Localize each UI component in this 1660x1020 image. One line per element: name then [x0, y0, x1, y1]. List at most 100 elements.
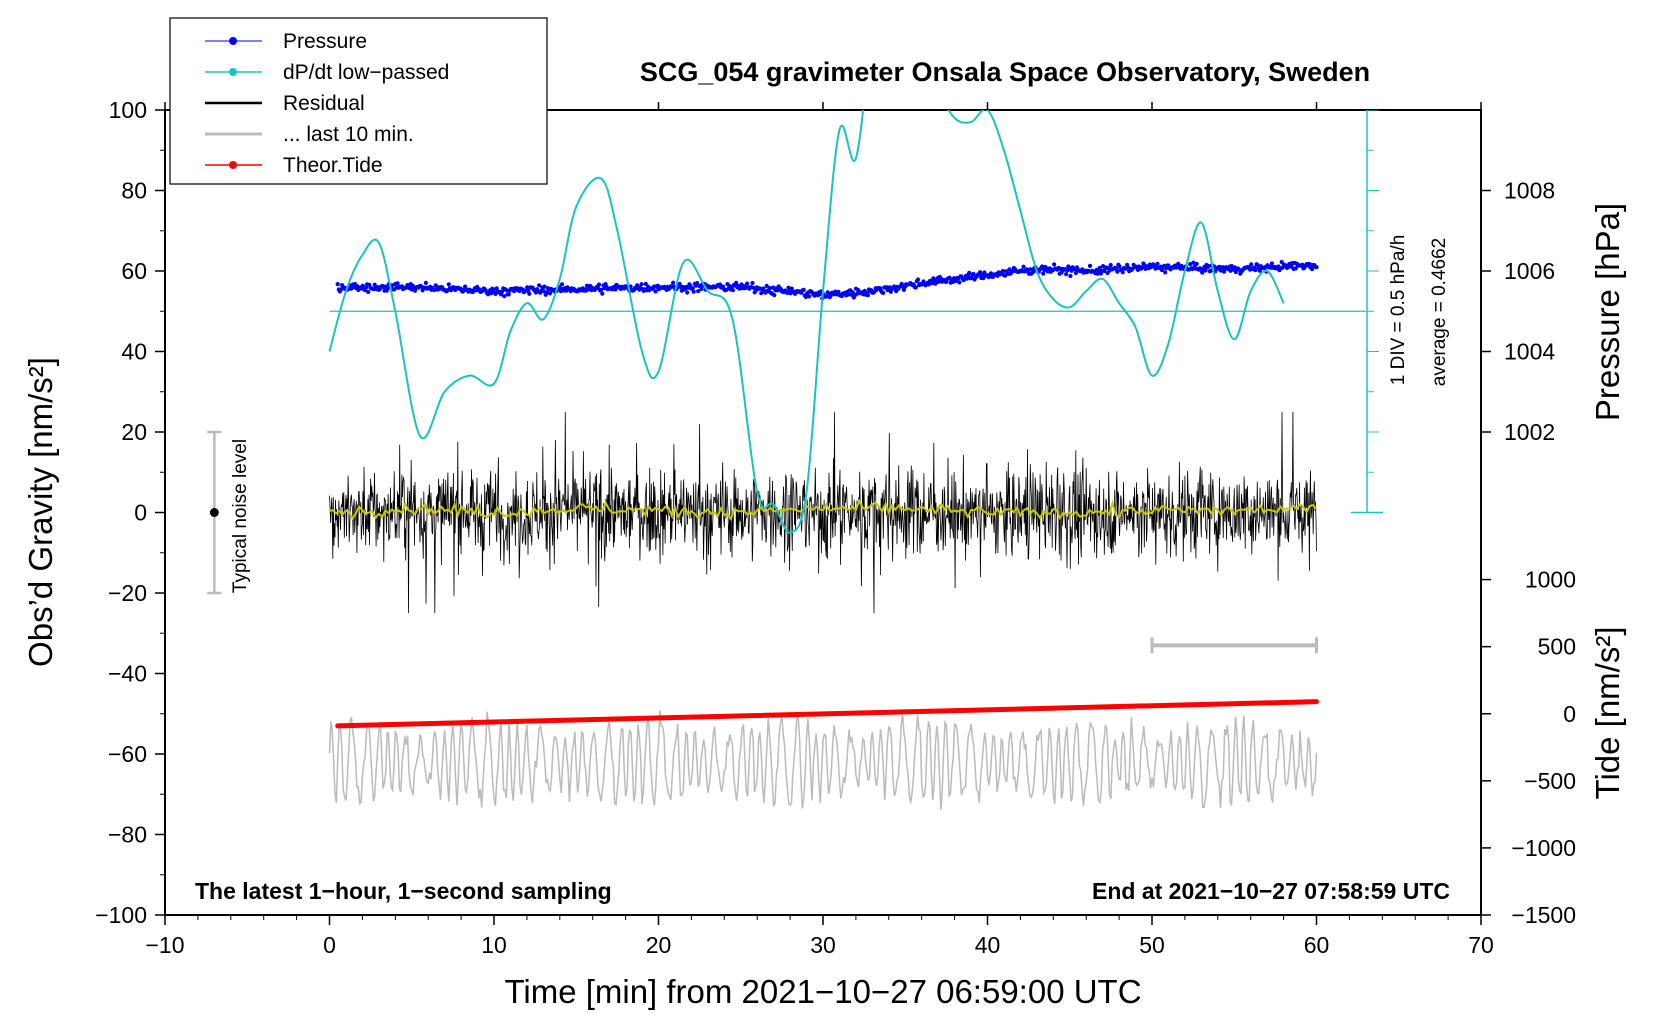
pressure-point	[950, 279, 956, 284]
legend-box	[169, 17, 548, 185]
noise-bar-center	[209, 508, 219, 517]
x-tick-label: 50	[1139, 932, 1165, 958]
pressure-point	[502, 294, 507, 299]
pressure-point	[1117, 264, 1122, 269]
pressure-point	[557, 285, 562, 290]
tide-tick-label: −1000	[1511, 835, 1576, 861]
pressure-point	[964, 276, 970, 281]
pressure-point	[696, 289, 701, 294]
pressure-tick-label: 1004	[1504, 339, 1555, 365]
pressure-point	[596, 282, 602, 287]
x-tick-label: 40	[975, 932, 1001, 958]
pressure-point	[544, 290, 549, 295]
y-axis-label-tide: Tide [nm/s²]	[1589, 627, 1626, 800]
pressure-point	[913, 285, 918, 290]
y-tick-label: 60	[121, 258, 147, 284]
pressure-point	[500, 289, 505, 294]
tide-tick-label: 500	[1538, 634, 1576, 660]
pressure-point	[1068, 273, 1073, 279]
pressure-point	[1097, 265, 1102, 270]
pressure-point	[803, 294, 809, 300]
pressure-point	[446, 282, 451, 287]
x-tick-label: 20	[646, 932, 672, 958]
x-tick-label: −10	[145, 932, 184, 958]
pressure-tick-label: 1008	[1504, 178, 1555, 204]
pressure-point	[1108, 262, 1113, 268]
legend-swatch-dot	[229, 68, 237, 76]
pressure-point	[807, 294, 812, 299]
pressure-point	[1176, 261, 1181, 266]
tide-tick-label: −1500	[1511, 902, 1576, 928]
average-text: average = 0.4662	[1429, 238, 1450, 386]
pressure-point	[846, 292, 851, 297]
pressure-point	[1206, 264, 1211, 269]
pressure-point	[541, 289, 546, 294]
pressure-point	[691, 289, 696, 294]
series-layer	[207, 110, 1383, 810]
pressure-point	[730, 288, 736, 293]
pressure-point	[836, 289, 841, 294]
y-tick-label: 40	[121, 339, 147, 365]
noise-level-label: Typical noise level	[230, 439, 251, 593]
pressure-point	[1000, 268, 1006, 274]
y-tick-label: −60	[108, 741, 147, 767]
pressure-point	[1194, 261, 1199, 266]
x-tick-label: 70	[1468, 932, 1494, 958]
pressure-point	[410, 283, 415, 288]
pressure-point	[335, 282, 340, 287]
y-tick-label: −80	[108, 822, 147, 848]
pressure-point	[1200, 270, 1205, 275]
pressure-point	[506, 292, 511, 297]
pressure-point	[745, 281, 750, 286]
legend-swatch-dot	[229, 161, 237, 169]
pressure-point	[1115, 269, 1120, 274]
pressure-point	[988, 271, 994, 276]
legend-label: Pressure	[283, 30, 367, 53]
y-tick-label: −100	[95, 902, 147, 928]
legend-label: Residual	[283, 92, 365, 115]
pressure-point	[969, 276, 974, 281]
tide-tick-label: −500	[1524, 768, 1576, 794]
pressure-point	[1031, 269, 1036, 274]
pressure-point	[1203, 268, 1208, 273]
pressure-point	[1021, 264, 1026, 269]
legend-swatch-dot	[229, 37, 237, 45]
x-tick-label: 0	[323, 932, 336, 958]
pressure-point	[881, 290, 886, 295]
pressure-point	[671, 280, 676, 285]
pressure-point	[865, 293, 871, 298]
pressure-point	[764, 283, 769, 288]
pressure-point	[699, 286, 704, 292]
pressure-point	[504, 288, 509, 293]
pressure-point	[850, 290, 855, 295]
legend: Pressure dP/dt low−passed Residual ... last…	[169, 17, 548, 185]
y-tick-label: 0	[134, 500, 147, 526]
pressure-point	[363, 285, 369, 290]
legend-label: Theor.Tide	[283, 154, 383, 177]
pressure-point	[926, 282, 932, 287]
pressure-point	[685, 290, 690, 295]
pressure-point	[1041, 271, 1046, 276]
axes-layer: −10 0 10 20 30 40 50 60 70100806040200−20−40−60−…	[95, 97, 1576, 958]
pressure-point	[463, 284, 468, 289]
pressure-point	[639, 282, 644, 287]
series-dpdt	[328, 110, 1285, 534]
scale-text: 1 DIV = 0.5 hPa/h	[1388, 235, 1409, 386]
pressure-point	[395, 281, 400, 286]
chart-title: SCG_054 gravimeter Onsala Space Observat…	[640, 57, 1370, 87]
pressure-point	[1253, 268, 1258, 273]
pressure-point	[1064, 272, 1069, 277]
pressure-point	[1310, 267, 1315, 272]
y-axis-label-pressure: Pressure [hPa]	[1589, 203, 1626, 421]
y-tick-label: −20	[108, 580, 147, 606]
pressure-point	[915, 277, 921, 282]
pressure-point	[423, 280, 428, 285]
pressure-tick-label: 1002	[1504, 419, 1555, 445]
footer-right: End at 2021−10−27 07:58:59 UTC	[1092, 878, 1450, 904]
pressure-tick-label: 1006	[1504, 258, 1555, 284]
pressure-point	[1249, 262, 1254, 267]
footer-left: The latest 1−hour, 1−second sampling	[195, 878, 612, 904]
pressure-point	[537, 283, 542, 288]
pressure-point	[1080, 267, 1085, 272]
